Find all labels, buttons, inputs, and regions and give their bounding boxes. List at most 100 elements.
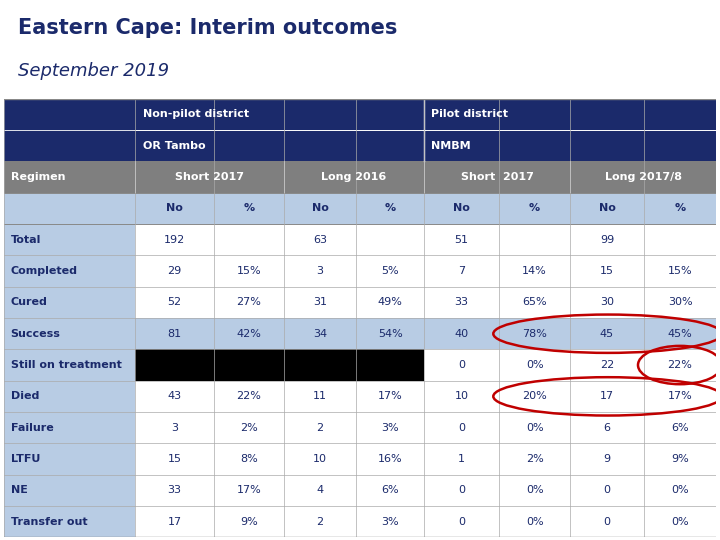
Bar — [356, 506, 424, 537]
Text: 2%: 2% — [240, 423, 258, 433]
Bar — [356, 287, 424, 318]
Bar — [214, 318, 284, 349]
Bar — [499, 443, 570, 475]
Text: 17: 17 — [600, 392, 614, 401]
Bar — [135, 349, 214, 381]
Text: Long 2016: Long 2016 — [321, 172, 387, 182]
Text: 3: 3 — [171, 423, 178, 433]
Bar — [570, 349, 644, 381]
Text: 8%: 8% — [240, 454, 258, 464]
Bar — [4, 255, 135, 287]
Text: 5%: 5% — [382, 266, 399, 276]
Bar — [570, 381, 644, 412]
Text: 11: 11 — [313, 392, 327, 401]
Bar — [135, 161, 284, 193]
Text: 9%: 9% — [671, 454, 689, 464]
Text: 49%: 49% — [378, 298, 402, 307]
Text: 10: 10 — [454, 392, 469, 401]
Bar — [356, 412, 424, 443]
Bar — [4, 224, 135, 255]
Text: Pilot district: Pilot district — [431, 110, 508, 119]
Bar — [499, 349, 570, 381]
Bar — [4, 287, 135, 318]
Text: 33: 33 — [168, 485, 181, 495]
Text: 3: 3 — [317, 266, 323, 276]
Bar — [214, 381, 284, 412]
Bar — [284, 475, 356, 506]
Text: 1: 1 — [458, 454, 465, 464]
Bar — [356, 318, 424, 349]
Bar — [214, 443, 284, 475]
Text: 54%: 54% — [378, 329, 402, 339]
Text: 7: 7 — [458, 266, 465, 276]
Bar — [135, 287, 214, 318]
Bar — [499, 412, 570, 443]
Text: 17: 17 — [168, 517, 181, 526]
Bar — [284, 255, 356, 287]
Bar — [424, 349, 499, 381]
Text: 4: 4 — [317, 485, 324, 495]
Bar — [424, 506, 499, 537]
Text: 0: 0 — [603, 517, 611, 526]
Text: 52: 52 — [168, 298, 181, 307]
Bar — [135, 475, 214, 506]
Bar — [4, 506, 135, 537]
Bar — [644, 287, 716, 318]
Text: 2: 2 — [317, 423, 324, 433]
Text: 16%: 16% — [378, 454, 402, 464]
Text: No: No — [453, 204, 470, 213]
Bar — [214, 506, 284, 537]
Text: 0%: 0% — [526, 360, 544, 370]
Bar — [4, 130, 716, 161]
Bar — [424, 318, 499, 349]
Bar — [424, 287, 499, 318]
Text: Still on treatment: Still on treatment — [11, 360, 122, 370]
Bar — [356, 443, 424, 475]
Text: Regimen: Regimen — [11, 172, 66, 182]
Bar — [570, 318, 644, 349]
Text: 6%: 6% — [382, 485, 399, 495]
Bar — [214, 255, 284, 287]
Bar — [499, 506, 570, 537]
Bar — [135, 381, 214, 412]
Bar — [570, 161, 716, 193]
Text: 9%: 9% — [240, 517, 258, 526]
Text: 0: 0 — [458, 423, 465, 433]
Bar — [135, 318, 214, 349]
Bar — [644, 412, 716, 443]
Bar — [135, 255, 214, 287]
Text: %: % — [243, 204, 254, 213]
Text: 3%: 3% — [382, 423, 399, 433]
Text: LTFU: LTFU — [11, 454, 40, 464]
Text: 42%: 42% — [236, 329, 261, 339]
Text: 51: 51 — [454, 235, 469, 245]
Text: 9: 9 — [603, 454, 611, 464]
Text: 65%: 65% — [522, 298, 547, 307]
Text: 0: 0 — [603, 485, 611, 495]
Text: 0%: 0% — [671, 485, 689, 495]
Text: 0%: 0% — [526, 485, 544, 495]
Bar — [424, 161, 570, 193]
Bar — [214, 475, 284, 506]
Text: 2%: 2% — [526, 454, 544, 464]
Text: 15: 15 — [600, 266, 614, 276]
Text: Short  2017: Short 2017 — [461, 172, 534, 182]
Text: 22: 22 — [600, 360, 614, 370]
Bar — [644, 349, 716, 381]
Text: 0%: 0% — [526, 423, 544, 433]
Bar — [644, 255, 716, 287]
Bar — [644, 506, 716, 537]
Bar — [4, 412, 135, 443]
Bar — [499, 224, 570, 255]
Text: 30: 30 — [600, 298, 614, 307]
Bar — [4, 161, 135, 193]
Text: %: % — [529, 204, 540, 213]
Text: Non-pilot district: Non-pilot district — [143, 110, 248, 119]
Text: %: % — [675, 204, 685, 213]
Bar — [356, 475, 424, 506]
Bar — [284, 506, 356, 537]
Text: Failure: Failure — [11, 423, 53, 433]
Bar — [214, 224, 284, 255]
Text: 15%: 15% — [667, 266, 693, 276]
Bar — [644, 443, 716, 475]
